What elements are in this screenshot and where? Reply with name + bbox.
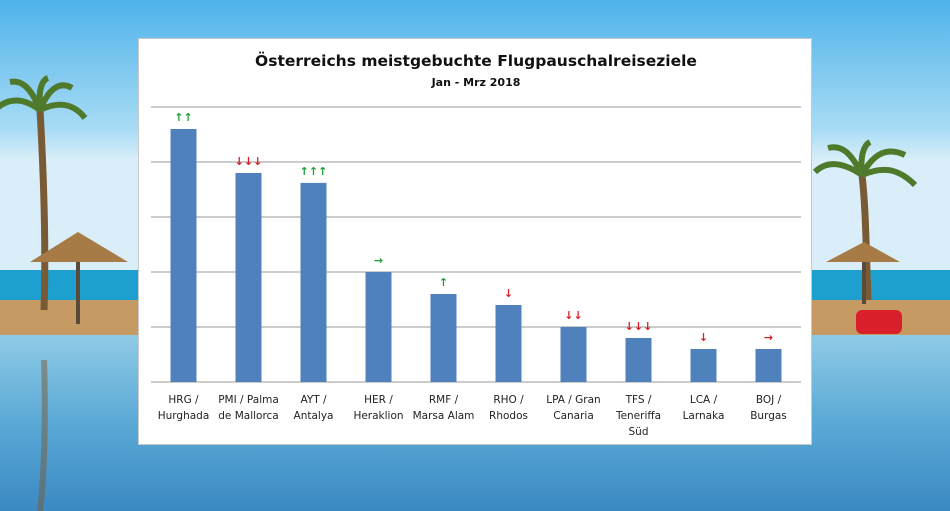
category-label-line: Rhodos <box>489 410 528 422</box>
trend-arrow: ↓↓↓ <box>235 155 263 168</box>
trend-arrow: ↓ <box>504 287 513 300</box>
category-label-line: TFS / <box>625 394 652 406</box>
trend-arrow: ↑ <box>439 276 448 289</box>
category-label-line: PMI / Palma <box>218 394 279 406</box>
bar <box>430 294 457 382</box>
category-label: LPA / Gran Canaria <box>546 394 600 422</box>
category-label: HER / Heraklion <box>353 394 403 422</box>
bar <box>300 182 327 382</box>
category-label-line: Burgas <box>750 410 787 422</box>
trend-arrow: ↑↑↑ <box>300 165 328 178</box>
category-label-line: Canaria <box>553 410 594 422</box>
parasol-left-icon <box>30 232 128 324</box>
bar <box>560 327 587 382</box>
category-label-line: AYT / <box>300 394 327 406</box>
palm-left-icon <box>0 75 88 511</box>
category-label: LCA / Larnaka <box>683 394 725 422</box>
category-label: RMF / Marsa Alam <box>413 394 475 422</box>
category-label-line: Marsa Alam <box>413 410 475 422</box>
trend-arrow: ↓↓↓ <box>625 320 653 333</box>
category-label: PMI / Palma de Mallorca <box>218 394 279 422</box>
trend-arrow: ↑↑ <box>174 111 192 124</box>
trend-arrows: ↑↑↓↓↓↑↑↑→↑↓↓↓↓↓↓↓ → <box>174 111 773 344</box>
category-label-line: RHO / <box>493 394 524 406</box>
trend-arrow: ↓↓ <box>564 309 582 322</box>
category-label-line: Larnaka <box>683 410 725 422</box>
category-label-line: HRG / <box>168 394 199 406</box>
category-label-line: LPA / Gran <box>546 394 600 406</box>
bars <box>170 129 782 382</box>
category-label-line: LCA / <box>690 394 718 406</box>
trend-arrow: → <box>374 254 383 267</box>
category-label-line: RMF / <box>429 394 459 406</box>
chart-subtitle: Jan - Mrz 2018 <box>431 76 521 89</box>
parasol-right-icon <box>826 242 900 304</box>
category-label: RHO / Rhodos <box>489 394 528 422</box>
chart-panel: Österreichs meistgebuchte Flugpauschalre… <box>138 38 812 445</box>
category-label: BOJ / Burgas <box>750 394 787 422</box>
trend-arrow: ↓ <box>699 331 708 344</box>
bar <box>170 129 197 382</box>
bar <box>235 173 262 382</box>
category-label-line: de Mallorca <box>218 410 279 422</box>
category-label: HRG / Hurghada <box>158 394 210 422</box>
category-label-line: Süd <box>629 426 649 438</box>
trend-arrow: → <box>764 331 773 344</box>
bar-chart: Österreichs meistgebuchte Flugpauschalre… <box>151 51 801 438</box>
category-label-line: HER / <box>364 394 393 406</box>
category-label-line: Teneriffa <box>615 410 661 422</box>
category-label-line: Antalya <box>294 410 334 422</box>
category-label: AYT / Antalya <box>294 394 334 422</box>
bar <box>755 349 782 382</box>
category-label-line: Heraklion <box>353 410 403 422</box>
palm-right-icon <box>812 139 918 301</box>
category-label-line: BOJ / <box>756 394 782 406</box>
bar <box>690 349 717 382</box>
category-label-line: Hurghada <box>158 410 210 422</box>
bar <box>625 338 652 382</box>
pedal-boat-icon <box>856 310 902 334</box>
bar <box>365 272 392 382</box>
chart-title: Österreichs meistgebuchte Flugpauschalre… <box>255 51 697 70</box>
bar <box>495 305 522 382</box>
category-label: TFS / Teneriffa Süd <box>615 394 661 438</box>
category-labels: HRG / Hurghada PMI / Palma de Mallorca AYT /… <box>158 394 787 438</box>
